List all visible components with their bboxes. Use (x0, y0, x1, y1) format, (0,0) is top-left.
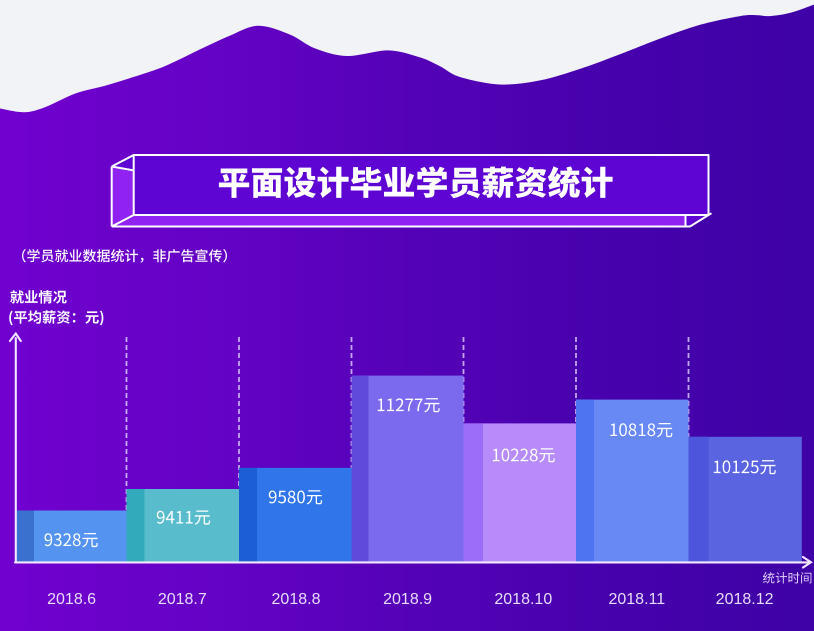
svg-text:2018.7: 2018.7 (158, 591, 207, 608)
svg-text:2018.12: 2018.12 (716, 591, 774, 608)
svg-text:2018.6: 2018.6 (47, 591, 96, 608)
svg-text:2018.8: 2018.8 (272, 591, 321, 608)
svg-text:2018.11: 2018.11 (608, 591, 665, 608)
svg-text:2018.10: 2018.10 (494, 591, 552, 608)
svg-text:2018.9: 2018.9 (383, 591, 432, 608)
